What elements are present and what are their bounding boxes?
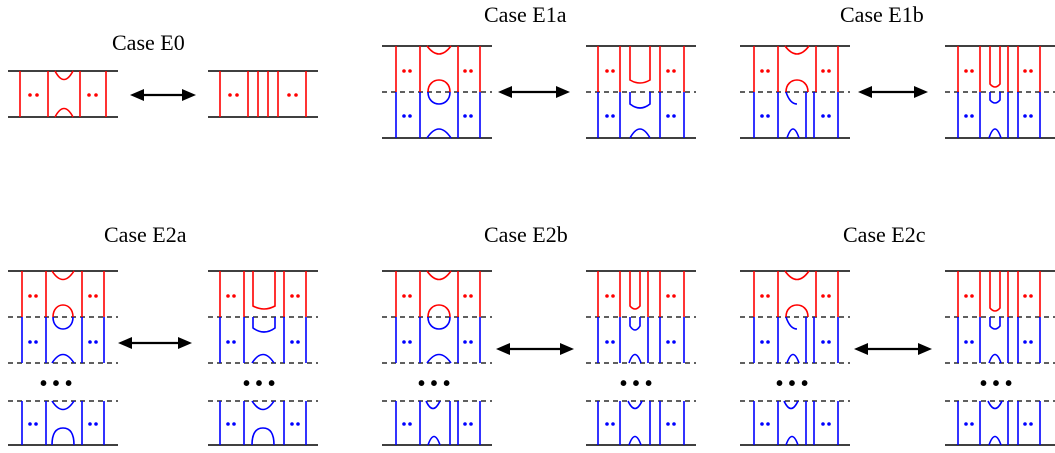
case-e2b-left-ellipsis: • • • bbox=[418, 373, 450, 395]
case-e0-diagram bbox=[8, 70, 318, 118]
case-e2b-right-ellipsis: • • • bbox=[620, 373, 652, 395]
case-e2c-right-ellipsis: • • • bbox=[980, 373, 1012, 395]
case-e1b-arrow bbox=[858, 86, 928, 98]
case-e2c-title: Case E2c bbox=[843, 222, 926, 247]
case-e2b-title: Case E2b bbox=[484, 222, 568, 247]
case-e2b-right-panel: • • • bbox=[586, 270, 696, 446]
case-e0-title: Case E0 bbox=[112, 30, 185, 55]
case-e1a-title: Case E1a bbox=[484, 2, 567, 27]
case-e2a-right-panel: • • • bbox=[208, 270, 318, 446]
case-e1b-title: Case E1b bbox=[840, 2, 924, 27]
case-e2a-right-ellipsis: • • • bbox=[243, 373, 275, 395]
case-e1b-diagram bbox=[740, 45, 1055, 139]
case-e1a-arrow bbox=[498, 86, 570, 98]
case-e2b-left-panel: • • • bbox=[382, 270, 492, 446]
case-e0-right-panel bbox=[208, 70, 318, 118]
case-e2c-diagram: • • • bbox=[740, 270, 1055, 446]
case-e2a-diagram: • • • bbox=[8, 270, 318, 446]
case-e0-arrow bbox=[130, 89, 196, 101]
case-e2b-diagram: • • • bbox=[382, 270, 696, 446]
case-e2a-left-ellipsis: • • • bbox=[40, 373, 72, 395]
case-e1a-diagram bbox=[382, 45, 696, 139]
case-e2a-left-panel: • • • bbox=[8, 270, 118, 446]
case-e2b-arrow bbox=[496, 343, 574, 355]
case-e2a-title: Case E2a bbox=[104, 222, 187, 247]
case-e2a-arrow bbox=[118, 337, 192, 349]
case-e1a-right-panel bbox=[586, 45, 696, 139]
case-e1a-left-panel bbox=[382, 45, 492, 139]
case-e2c-right-panel: • • • bbox=[945, 270, 1055, 446]
case-e2c-arrow bbox=[854, 343, 932, 355]
case-e1b-left-panel bbox=[740, 45, 850, 139]
case-e2c-left-ellipsis: • • • bbox=[776, 373, 808, 395]
case-e1b-right-panel bbox=[945, 45, 1055, 139]
case-e2c-left-panel: • • • bbox=[740, 270, 850, 446]
case-e0-left-panel bbox=[8, 70, 118, 118]
